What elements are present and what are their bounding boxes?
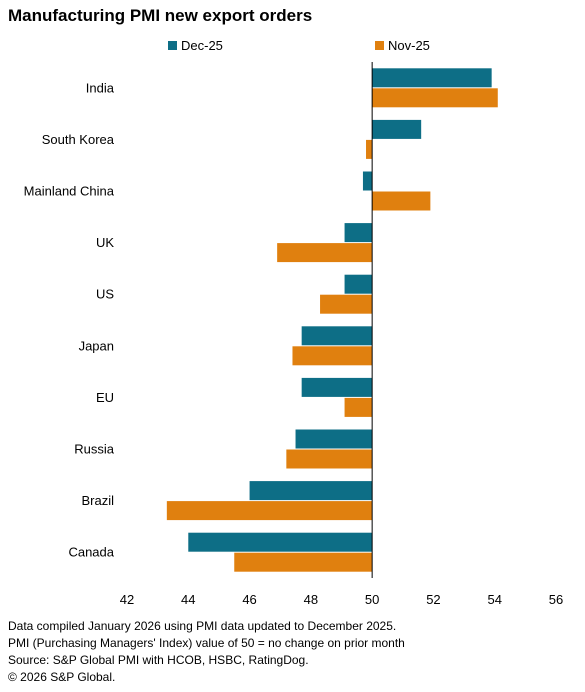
- bar-nov-25: [320, 294, 373, 314]
- bar-nov-25: [277, 243, 373, 263]
- bar-nov-25: [292, 346, 373, 366]
- legend-label-1: Dec-25: [181, 38, 223, 53]
- footnote-pmi-definition: PMI (Purchasing Managers' Index) value o…: [8, 636, 405, 650]
- x-tick-label: 48: [304, 592, 318, 607]
- category-label: South Korea: [42, 132, 115, 147]
- bar-nov-25: [234, 552, 373, 572]
- bar-dec-25: [295, 429, 373, 449]
- legend-label-2: Nov-25: [388, 38, 430, 53]
- x-tick-label: 50: [365, 592, 379, 607]
- bar-nov-25: [286, 449, 373, 469]
- category-label: Japan: [79, 338, 114, 353]
- legend-swatch-2: [375, 41, 384, 50]
- bar-dec-25: [344, 274, 373, 294]
- x-tick-label: 54: [487, 592, 501, 607]
- category-label: US: [96, 287, 114, 302]
- bar-dec-25: [372, 119, 422, 139]
- x-tick-label: 44: [181, 592, 195, 607]
- category-label: EU: [96, 390, 114, 405]
- footnote-copyright: © 2026 S&P Global.: [8, 670, 116, 684]
- footnotes: Data compiled January 2026 using PMI dat…: [8, 618, 405, 686]
- bar-dec-25: [344, 223, 373, 243]
- category-label: Mainland China: [24, 184, 115, 199]
- footnote-compiled: Data compiled January 2026 using PMI dat…: [8, 619, 397, 633]
- category-label: Russia: [74, 442, 115, 457]
- bar-dec-25: [188, 532, 373, 552]
- bar-dec-25: [301, 326, 373, 346]
- bar-dec-25: [372, 68, 492, 88]
- category-label: Canada: [68, 545, 114, 560]
- bar-nov-25: [344, 397, 373, 417]
- x-tick-label: 46: [242, 592, 256, 607]
- category-label: Brazil: [81, 493, 114, 508]
- legend-swatch-1: [168, 41, 177, 50]
- footnote-source: Source: S&P Global PMI with HCOB, HSBC, …: [8, 653, 309, 667]
- bar-nov-25: [366, 139, 373, 159]
- bar-nov-25: [166, 501, 373, 521]
- x-tick-label: 42: [120, 592, 134, 607]
- bar-dec-25: [249, 481, 373, 501]
- x-tick-label: 52: [426, 592, 440, 607]
- category-label: UK: [96, 235, 114, 250]
- chart-title: Manufacturing PMI new export orders: [8, 6, 313, 25]
- bar-dec-25: [362, 171, 373, 191]
- bar-nov-25: [372, 88, 498, 108]
- bar-nov-25: [372, 191, 431, 211]
- x-tick-label: 56: [549, 592, 563, 607]
- bar-dec-25: [301, 377, 373, 397]
- category-label: India: [86, 80, 115, 95]
